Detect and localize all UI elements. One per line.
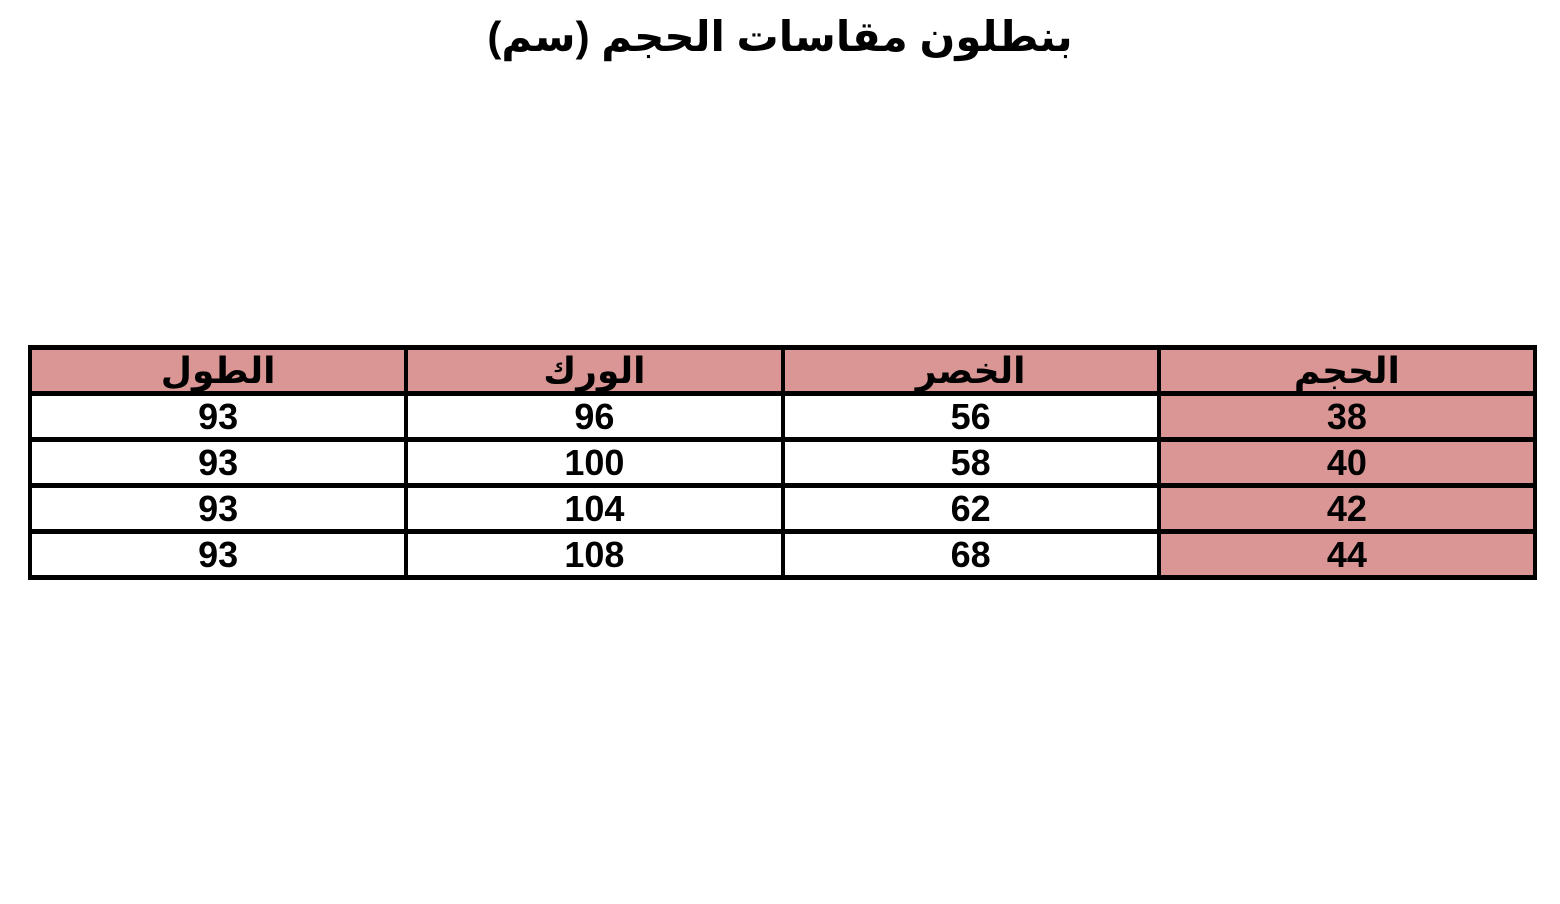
column-header-hip: الورك [404,345,785,396]
cell-size: 38 [1156,391,1538,442]
cell-waist: 68 [780,529,1161,580]
cell-waist: 56 [780,391,1161,442]
cell-hip: 108 [404,529,785,580]
column-header-length: الطول [27,345,409,396]
cell-length: 93 [27,437,409,488]
cell-size: 40 [1156,437,1538,488]
cell-length: 93 [27,391,409,442]
column-header-waist: الخصر [780,345,1161,396]
cell-hip: 104 [404,483,785,534]
page-title: بنطلون مقاسات الحجم (سم) [487,13,1073,60]
cell-waist: 62 [780,483,1161,534]
cell-hip: 100 [404,437,785,488]
column-header-size: الحجم [1156,345,1538,396]
cell-size: 44 [1156,529,1538,580]
cell-size: 42 [1156,483,1538,534]
table-row: 40 58 100 93 [27,437,1538,488]
table-row: 42 62 104 93 [27,483,1538,534]
cell-waist: 58 [780,437,1161,488]
cell-length: 93 [27,483,409,534]
table-row: 44 68 108 93 [27,529,1538,580]
size-chart-table: الحجم الخصر الورك الطول 38 56 96 93 40 5… [27,345,1538,580]
table-row: 38 56 96 93 [27,391,1538,442]
cell-hip: 96 [404,391,785,442]
cell-length: 93 [27,529,409,580]
header-row: الحجم الخصر الورك الطول [27,345,1538,396]
